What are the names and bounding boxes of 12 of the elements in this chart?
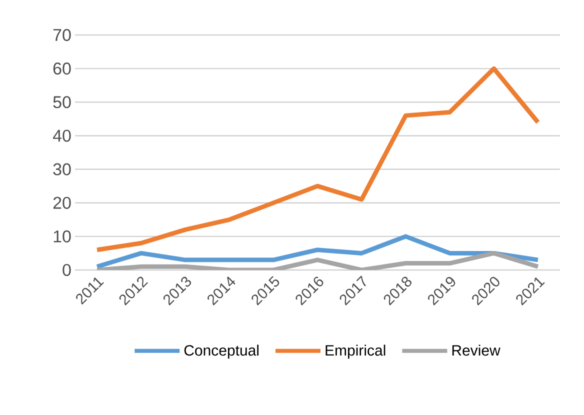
- legend-label: Review: [452, 344, 500, 356]
- y-tick-label: 30: [53, 163, 71, 176]
- y-tick-label: 20: [53, 196, 71, 209]
- y-tick-label: 50: [53, 96, 71, 108]
- y-tick-label: 60: [53, 62, 71, 75]
- legend-label: Empirical: [326, 344, 386, 359]
- line-series: [94, 250, 540, 270]
- legend-label: Conceptual: [184, 344, 258, 359]
- y-tick-label: 10: [54, 230, 71, 242]
- y-tick-label: 70: [53, 28, 71, 42]
- y-tick-label: 0: [62, 264, 71, 276]
- y-tick-label: 40: [52, 130, 71, 142]
